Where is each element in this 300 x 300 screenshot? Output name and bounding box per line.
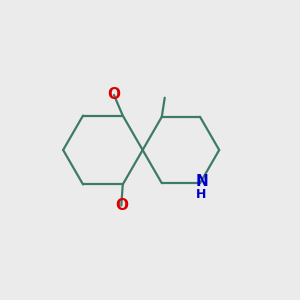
Text: N: N — [195, 174, 208, 189]
Text: O: O — [107, 88, 120, 103]
Text: H: H — [196, 188, 207, 201]
Text: O: O — [115, 198, 128, 213]
